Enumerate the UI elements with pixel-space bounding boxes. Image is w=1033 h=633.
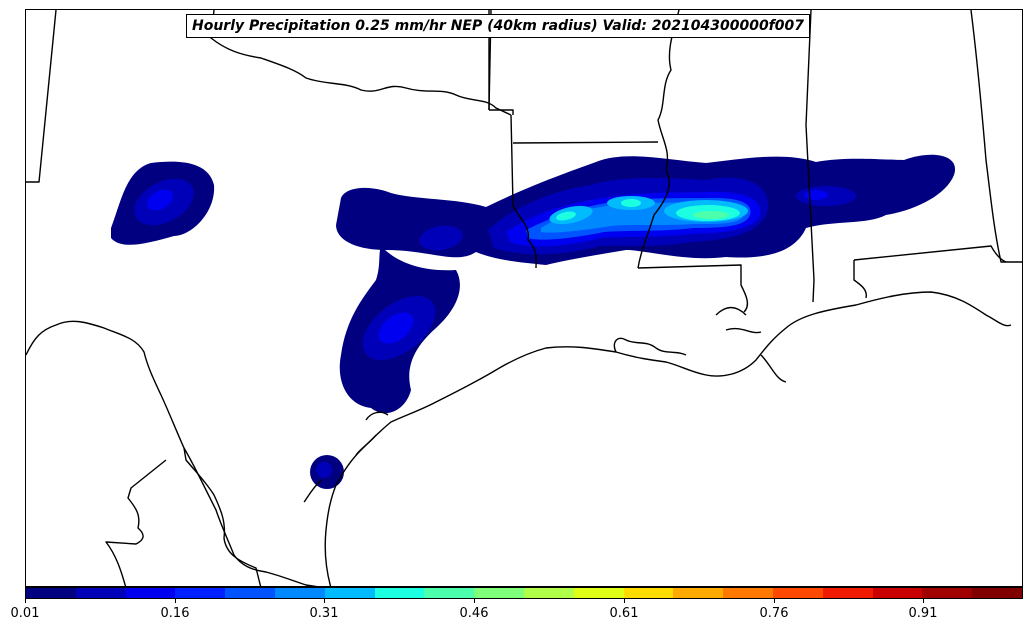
colorbar-tick-label: 0.16 (160, 606, 190, 621)
colorbar-tick-mark (474, 599, 475, 603)
colorbar-bin-2 (125, 588, 176, 598)
colorbar-tick-label: 0.46 (459, 606, 489, 621)
coastline-gulf (324, 291, 1012, 586)
border-mississippi-river (637, 10, 680, 269)
colorbar-bin-3 (175, 588, 226, 598)
colorbar-bin-19 (972, 588, 1022, 598)
map-canvas (26, 10, 1022, 586)
colorbar-bin-13 (673, 588, 724, 598)
colorbar-bin-18 (922, 588, 973, 598)
colorbar-bin-15 (772, 588, 823, 598)
colorbar-bin-17 (872, 588, 923, 598)
border-tx-la-ar (510, 114, 537, 269)
colorbar-bin-10 (523, 588, 574, 598)
border-tn-ms (489, 109, 514, 115)
colorbar-tick-label: 0.01 (10, 606, 40, 621)
probability-field-layer (111, 154, 956, 489)
border-nm-tx (26, 10, 57, 183)
colorbar-tick-mark (624, 599, 625, 603)
colorbar-bin-4 (225, 588, 275, 598)
colorbar (25, 587, 1023, 599)
colorbar-bin-11 (573, 588, 624, 598)
border-mexico-states (105, 447, 262, 586)
colorbar-tick-label: 0.91 (908, 606, 938, 621)
map-panel (25, 9, 1023, 587)
colorbar-tick-mark (923, 599, 924, 603)
field-coastal-bend (310, 455, 344, 489)
colorbar-bin-9 (474, 588, 524, 598)
colorbar-tick-label: 0.76 (759, 606, 789, 621)
colorbar-tick-label: 0.61 (609, 606, 639, 621)
map-title: Hourly Precipitation 0.25 mm/hr NEP (40k… (186, 14, 811, 38)
coastline-texas-detail (303, 411, 389, 503)
border-al-fl (853, 245, 1007, 263)
colorbar-bin-12 (623, 588, 674, 598)
border-red-river (210, 10, 512, 116)
colorbar-bin-0 (26, 588, 76, 598)
coastline-louisiana-detail (613, 306, 787, 383)
colorbar-bin-6 (324, 588, 375, 598)
colorbar-bin-8 (424, 588, 475, 598)
colorbar-bin-1 (75, 588, 126, 598)
colorbar-bin-5 (274, 588, 325, 598)
field-main-band (336, 154, 956, 414)
field-west-texas (111, 161, 215, 245)
border-ms-al (805, 10, 815, 303)
colorbar-tick-mark (175, 599, 176, 603)
colorbar-bin-14 (723, 588, 773, 598)
colorbar-tick-mark (25, 599, 26, 603)
colorbar-tick-mark (774, 599, 775, 603)
border-al-ga (970, 10, 1022, 263)
colorbar-tick-mark (324, 599, 325, 603)
colorbar-tick-label: 0.31 (309, 606, 339, 621)
border-rio-grande (26, 320, 318, 586)
colorbar-bin-16 (822, 588, 873, 598)
border-fl-panhandle-west (853, 260, 868, 299)
basemap-layer (26, 10, 1022, 586)
border-la-ms (637, 264, 749, 313)
colorbar-bin-7 (374, 588, 425, 598)
border-ar-la (512, 141, 659, 144)
